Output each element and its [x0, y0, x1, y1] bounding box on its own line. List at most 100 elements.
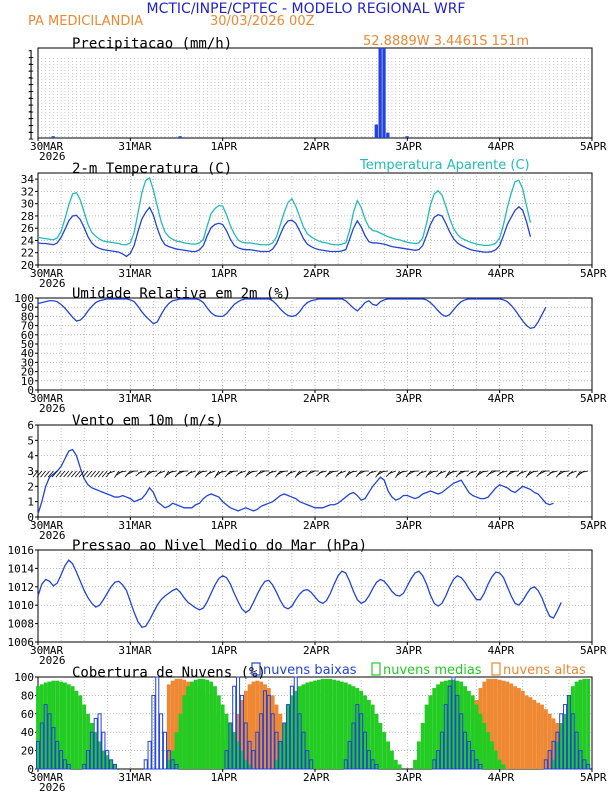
cloud-bar-medias: [243, 759, 248, 769]
legend-aparente: Temperatura Aparente (C): [359, 158, 530, 173]
xtick-label-clouds: 5APR: [580, 771, 607, 784]
ytick-label-precip: 1: [27, 116, 34, 129]
xtick-label-clouds: 30MAR: [30, 771, 63, 784]
ytick-label-wind: 3: [27, 465, 34, 478]
mslp-line-pressao: [37, 559, 562, 629]
cloud-bar-medias: [86, 713, 90, 769]
cloud-bar-baixas: [362, 731, 368, 770]
cloud-bar-medias: [189, 681, 194, 769]
ytick-label-precip: 1: [27, 68, 34, 81]
ytick-label-rh: 90: [21, 301, 34, 314]
cloud-bar-medias: [351, 686, 356, 769]
cloud-bar-baixas: [559, 713, 564, 770]
cloud-bar-baixas: [43, 704, 48, 770]
cloud-bar-altas: [490, 678, 494, 769]
wind-barb: [538, 470, 546, 475]
cloud-bar-medias: [70, 686, 75, 769]
cloud-bar-baixas: [570, 713, 575, 770]
cloud-bar-baixas: [93, 717, 98, 770]
cloud-bar-medias: [574, 681, 579, 769]
precip-bar: [382, 48, 386, 138]
wind-barb: [185, 470, 193, 477]
cloud-bar-baixas: [447, 685, 452, 770]
cloud-bar-medias: [436, 684, 441, 769]
xtick-label-temp: 4APR: [488, 267, 515, 280]
cloud-bar-medias: [470, 695, 475, 769]
panel-title-precip: Precipitacao (mm/h): [72, 36, 232, 52]
ytick-label-rh: 100: [14, 292, 34, 305]
wind-barb: [445, 470, 450, 479]
cloud-bar-baixas: [286, 704, 291, 770]
wind-barb: [338, 470, 346, 475]
cloud-bar-altas: [520, 690, 525, 769]
cloud-bar-medias: [220, 704, 225, 769]
cloud-bar-baixas: [228, 722, 233, 770]
ytick-label-wind: 1: [27, 496, 34, 509]
wind-barb: [168, 470, 177, 474]
cloud-bar-medias: [320, 678, 325, 769]
cloud-bar-medias: [501, 764, 506, 769]
cloud-bar-baixas: [59, 750, 64, 770]
cloud-bar-medias: [247, 764, 252, 769]
cloud-bar-medias: [205, 679, 210, 769]
cloud-bar-baixas: [262, 690, 268, 770]
ytick-label-precip: 1: [27, 123, 34, 136]
cloud-bar-medias: [332, 679, 337, 769]
cloud-bar-medias: [216, 695, 221, 769]
cloud-bar-baixas: [274, 731, 279, 770]
cloud-bar-medias: [297, 686, 302, 769]
cloud-bar-altas: [547, 713, 552, 769]
ytick-label-clouds: 100: [14, 671, 34, 684]
ytick-label-precip: 1: [27, 75, 34, 88]
cloud-bar-altas: [505, 681, 510, 769]
cloud-bar-baixas: [259, 713, 264, 770]
cloud-bar-baixas: [266, 694, 271, 770]
wind-barb: [40, 470, 47, 478]
cloud-bar-baixas: [309, 759, 314, 770]
cloud-bar-medias: [105, 755, 110, 769]
xtick-label-mslp: 30MAR: [30, 644, 63, 657]
wind-barb: [90, 470, 97, 478]
xtick-label-rh: 4APR: [488, 392, 515, 405]
precip-bar: [374, 124, 378, 138]
xtick-label-wind: 4APR: [488, 519, 515, 532]
cloud-bar-medias: [89, 723, 94, 769]
cloud-bar-baixas: [89, 731, 94, 770]
wind-barb: [55, 470, 62, 478]
cloud-bar-baixas: [439, 731, 444, 770]
cloud-bar-medias: [47, 681, 52, 769]
cloud-bar-medias: [232, 732, 237, 769]
cloud-bar-baixas: [151, 694, 156, 770]
cloud-bar-medias: [228, 723, 233, 769]
xtick-label-clouds: 3APR: [395, 771, 422, 784]
xtick-label-clouds: 4APR: [488, 771, 515, 784]
cloud-bar-medias: [451, 679, 456, 769]
ytick-label-mslp: 1012: [8, 581, 35, 594]
wind-barb: [299, 470, 308, 473]
cloud-bar-altas: [513, 686, 517, 769]
wind-barb: [107, 470, 116, 475]
ytick-label-rh: 0: [27, 384, 34, 397]
wind-barb: [114, 470, 120, 478]
cloud-bar-baixas: [51, 727, 56, 770]
cloud-bar-medias: [282, 723, 287, 769]
wind-barb: [214, 470, 220, 479]
cloud-bar-medias: [55, 680, 60, 769]
wind-barb: [187, 470, 196, 474]
cloud-bar-medias: [447, 679, 452, 769]
cloud-bar-medias: [578, 679, 583, 769]
cloud-bar-baixas: [289, 685, 294, 770]
xtick-label-wind: 2APR: [303, 519, 330, 532]
ytick-label-rh: 50: [21, 338, 34, 351]
xtick-label-rh: 5APR: [580, 392, 607, 405]
cloud-bar-baixas: [347, 740, 352, 770]
cloud-bar-altas: [524, 695, 529, 769]
cloud-bar-baixas: [85, 750, 91, 770]
wind-barb: [257, 470, 266, 475]
wind-barb: [499, 470, 508, 474]
cloud-bar-baixas: [297, 713, 302, 770]
wind-barb: [164, 470, 170, 478]
ytick-label-rh: 20: [21, 366, 34, 379]
cloud-bar-medias: [328, 678, 333, 769]
cloud-bar-medias: [443, 680, 448, 769]
